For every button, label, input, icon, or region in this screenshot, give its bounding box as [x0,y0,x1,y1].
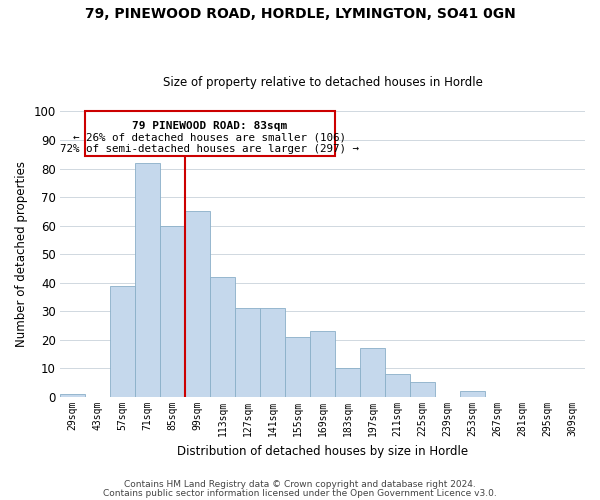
Title: Size of property relative to detached houses in Hordle: Size of property relative to detached ho… [163,76,482,90]
Y-axis label: Number of detached properties: Number of detached properties [15,161,28,347]
X-axis label: Distribution of detached houses by size in Hordle: Distribution of detached houses by size … [177,444,468,458]
Bar [135,163,160,397]
Text: ← 26% of detached houses are smaller (106): ← 26% of detached houses are smaller (10… [73,133,346,143]
Bar [360,348,385,397]
Bar [285,337,310,397]
Bar [310,331,335,397]
Bar [185,212,210,397]
Bar [210,277,235,397]
Bar [235,308,260,397]
Text: 79 PINEWOOD ROAD: 83sqm: 79 PINEWOOD ROAD: 83sqm [133,120,287,130]
Bar [160,226,185,397]
Text: 72% of semi-detached houses are larger (297) →: 72% of semi-detached houses are larger (… [61,144,359,154]
Bar [60,394,85,397]
Bar [85,112,335,156]
Text: 79, PINEWOOD ROAD, HORDLE, LYMINGTON, SO41 0GN: 79, PINEWOOD ROAD, HORDLE, LYMINGTON, SO… [85,8,515,22]
Bar [460,391,485,397]
Bar [260,308,285,397]
Text: Contains HM Land Registry data © Crown copyright and database right 2024.: Contains HM Land Registry data © Crown c… [124,480,476,489]
Bar [335,368,360,397]
Bar [410,382,435,397]
Bar [385,374,410,397]
Bar [110,286,135,397]
Text: Contains public sector information licensed under the Open Government Licence v3: Contains public sector information licen… [103,490,497,498]
